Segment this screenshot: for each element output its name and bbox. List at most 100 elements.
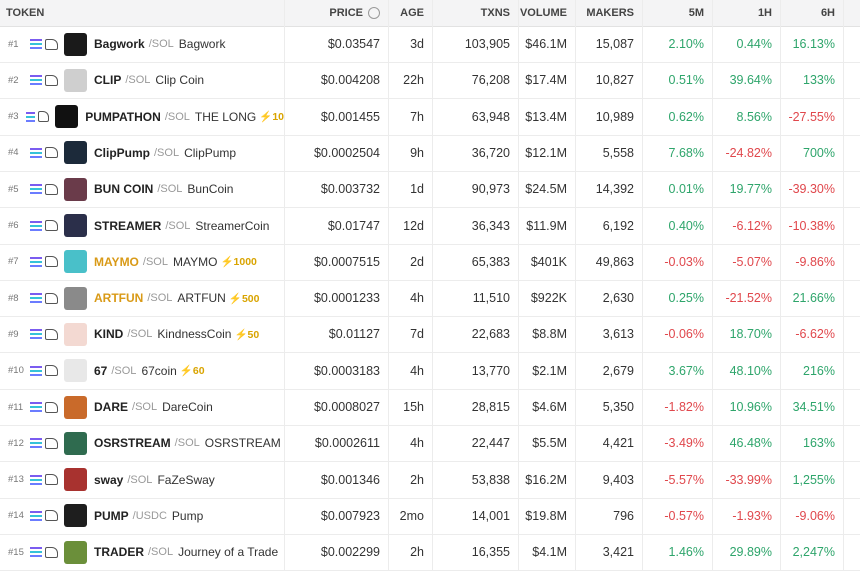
age-cell: 2h [389, 461, 433, 498]
quote-token: /SOL [165, 219, 191, 232]
volume: $2.1M [532, 363, 567, 378]
token-symbol: ARTFUN [94, 291, 144, 306]
makers: 49,863 [595, 254, 634, 269]
change-5m: -0.57% [664, 508, 704, 523]
token-row[interactable]: #14 PUMP/USDC Pump $0.007923 2mo 14,001 $19.8M… [0, 497, 860, 535]
token-cell: #14 PUMP/USDC Pump [0, 497, 285, 534]
header-label: PRICE [329, 7, 363, 19]
makers-cell: 3,613 [576, 316, 643, 353]
quote-token: /SOL [154, 146, 180, 159]
volume: $46.1M [525, 37, 567, 51]
volume-cell: $922K [519, 280, 576, 317]
header-volume[interactable]: VOLUME [519, 0, 576, 26]
token-row[interactable]: #7MAYMO/SOLMAYMO1000$0.00075152d65,383$4… [0, 243, 860, 281]
volume-cell: $401K [519, 243, 576, 280]
header-6h[interactable]: 6H [781, 0, 844, 26]
dex-icon [45, 365, 58, 377]
age-cell: 4h [389, 280, 433, 317]
price: $0.0002504 [313, 145, 380, 160]
token-row[interactable]: #2 CLIP/SOL Clip Coin $0.004208 22h 76,208 $17… [0, 62, 860, 100]
token-name: FaZeSway [157, 472, 215, 487]
header-price[interactable]: PRICE [285, 0, 389, 26]
age: 2d [410, 254, 424, 269]
token-row[interactable]: #8ARTFUN/SOLARTFUN500$0.00012334h11,510$… [0, 280, 860, 318]
header-age[interactable]: AGE [389, 0, 433, 26]
age: 9h [410, 145, 424, 160]
header-1h[interactable]: 1H [713, 0, 781, 26]
token-avatar [64, 540, 87, 564]
makers: 3,421 [602, 545, 634, 560]
change-1h-cell: -1.93% [713, 497, 781, 534]
price: $0.0003183 [313, 363, 380, 378]
dex-icon [45, 510, 58, 522]
age: 4h [410, 291, 424, 306]
header-token[interactable]: TOKEN [0, 0, 285, 26]
token-symbol: MAYMO [94, 254, 139, 269]
makers-cell: 10,827 [576, 62, 643, 99]
change-6h-cell: 2,247% [781, 534, 844, 571]
change-5m: 3.67% [668, 363, 704, 378]
chain-icon [30, 438, 42, 449]
token-cell: #9 KIND/SOL KindnessCoin50 [0, 316, 285, 353]
dex-icon [45, 292, 58, 304]
price-cell: $0.001455 [285, 98, 389, 135]
quote-token: /SOL [174, 437, 200, 450]
dex-icon [45, 437, 58, 449]
txns-cell: 28,815 [433, 389, 519, 425]
token-row[interactable]: #6 STREAMER/SOL StreamerCoin $0.01747 12d 36,… [0, 207, 860, 245]
change-6h-cell: 21.66% [781, 280, 844, 317]
token-name: KindnessCoin [157, 327, 232, 342]
makers: 5,350 [602, 400, 634, 414]
token-avatar [64, 32, 87, 56]
age: 12d [403, 218, 424, 233]
quote-token: /SOL [148, 38, 174, 50]
token-name: MAYMO [172, 254, 218, 269]
change-1h: 0.44% [736, 37, 772, 51]
token-row[interactable]: #15 TRADER/SOL Journey of a Trade $0.002299… [0, 534, 860, 572]
makers: 796 [613, 508, 634, 523]
header-label: 6H [820, 7, 835, 19]
quote-token: /SOL [157, 183, 183, 196]
price: $0.007923 [320, 508, 380, 523]
token-row[interactable]: #4 ClipPump/SOL ClipPump $0.0002504 9h 36,720… [0, 134, 860, 172]
token-row[interactable]: #5 BUN COIN/SOL BunCoin $0.003732 1d 90,973 $2… [0, 171, 860, 209]
token-row[interactable]: #13 sway/SOL FaZeSway $0.001346 2h 53,838 $16.… [0, 461, 860, 499]
token-symbol: STREAMER [94, 218, 162, 233]
txns-cell: 16,355 [433, 534, 519, 571]
price-unit-icon[interactable] [368, 7, 380, 19]
token-row[interactable]: #3 PUMPATHON/SOL THE LONG10 $0.001455 7h 63,9… [0, 98, 860, 136]
token-row[interactable]: #10 67/SOL 67coin60 $0.0003183 4h 13,770 $2.1M… [0, 352, 860, 390]
age-cell: 7h [389, 98, 433, 135]
token-row[interactable]: #12 OSRSTREAM/SOL OSRSTREAM $0.0002611 4h 22,… [0, 425, 860, 463]
change-6h: 700% [803, 145, 835, 160]
change-6h: 34.51% [792, 400, 835, 414]
txns-cell: 13,770 [433, 352, 519, 389]
dex-icon [45, 38, 58, 50]
volume: $13.4M [525, 109, 567, 124]
price-cell: $0.0001233 [285, 280, 389, 317]
quote-token: /SOL [142, 255, 168, 268]
price: $0.0002611 [314, 436, 380, 451]
price-cell: $0.0002611 [285, 425, 389, 462]
token-name: ClipPump [184, 145, 237, 160]
change-1h: -1.93% [732, 508, 772, 523]
rank: #2 [8, 74, 19, 86]
token-row[interactable]: #1 Bagwork/SOL Bagwork $0.03547 3d 103,905 $46… [0, 26, 860, 63]
header-makers[interactable]: MAKERS [576, 0, 643, 26]
token-symbol: 67 [94, 363, 108, 378]
chain-icon [30, 329, 42, 340]
token-row[interactable]: #9 KIND/SOL KindnessCoin50 $0.01127 7d 22,683… [0, 316, 860, 354]
header-label: 1H [757, 7, 772, 19]
age-cell: 4h [389, 425, 433, 462]
change-5m-cell: -5.57% [643, 461, 713, 498]
makers-cell: 6,192 [576, 207, 643, 244]
header-5m[interactable]: 5M [643, 0, 713, 26]
age: 2mo [399, 508, 424, 523]
price: $0.001346 [320, 472, 380, 487]
volume-cell: $46.1M [519, 26, 576, 62]
header-txns[interactable]: TXNS [433, 0, 519, 26]
age-cell: 2mo [389, 497, 433, 534]
token-row[interactable]: #11 DARE/SOL DareCoin $0.0008027 15h 28,815 $4… [0, 389, 860, 426]
rank: #10 [8, 365, 24, 377]
